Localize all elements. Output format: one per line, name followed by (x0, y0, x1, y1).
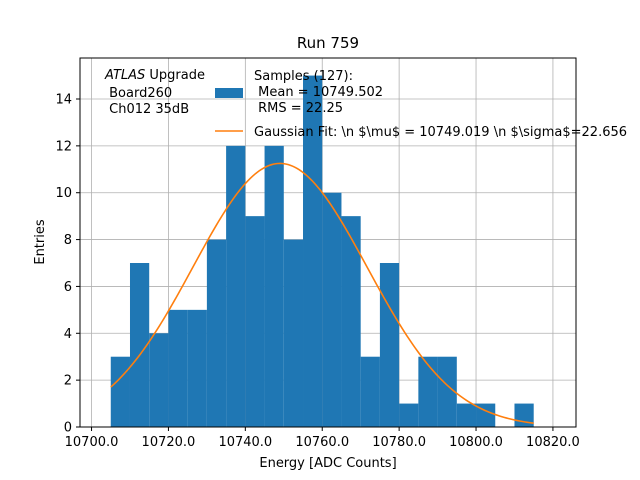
histogram-bar (187, 309, 207, 427)
y-tick-label: 0 (64, 421, 72, 436)
y-axis-label: Entries (33, 219, 48, 265)
board-label: Board260 (105, 86, 172, 101)
histogram-bar (264, 145, 284, 427)
plot-frame (79, 57, 577, 428)
x-tick-label: 10760.0 (295, 435, 349, 450)
legend-rms-label: RMS = 22.25 (254, 101, 343, 116)
histogram-bar (322, 192, 342, 427)
legend-histogram-patch (215, 88, 243, 98)
histogram-bar (360, 356, 380, 427)
y-tick-label: 8 (64, 233, 72, 248)
y-tick-label: 14 (55, 93, 72, 108)
histogram-bar (206, 239, 227, 427)
histogram-bar (341, 216, 361, 427)
atlas-label: ATLAS (104, 68, 145, 83)
histogram-bar (129, 263, 150, 427)
x-tick-label: 10740.0 (218, 435, 272, 450)
fit-curve (110, 162, 534, 425)
histogram-bar (456, 403, 477, 427)
chart-title: Run 759 (297, 34, 359, 52)
legend-samples-label: Samples (127): (254, 69, 353, 84)
y-tick-label: 2 (64, 374, 72, 389)
histogram-bar (168, 309, 188, 427)
histogram-bar (437, 356, 457, 427)
svg-text:ATLAS Upgrade: ATLAS Upgrade (104, 68, 205, 83)
x-axis-label: Energy [ADC Counts] (259, 456, 396, 471)
upgrade-label: Upgrade (145, 68, 205, 83)
histogram-bar (476, 403, 496, 427)
histogram-bar (399, 403, 419, 427)
histogram-bar (283, 239, 304, 427)
x-tick-label: 10780.0 (372, 435, 426, 450)
x-tick-label: 10700.0 (65, 435, 119, 450)
gaussian-fit (110, 162, 534, 425)
y-tick-label: 10 (55, 186, 72, 201)
x-axis-ticks: 10700.0 10720.0 10740.0 10760.0 10780.0 10800… (65, 427, 580, 450)
histogram-bars (110, 75, 534, 428)
histogram-bar (303, 75, 323, 428)
x-tick-label: 10820.0 (526, 435, 580, 450)
x-tick-label: 10800.0 (449, 435, 503, 450)
histogram-bar (245, 216, 265, 427)
x-tick-label: 10720.0 (142, 435, 196, 450)
y-tick-label: 12 (55, 139, 72, 154)
legend-fit-label: Gaussian Fit: \n $\mu$ = 10749.019 \n $\… (254, 125, 627, 140)
atlas-annotation: ATLAS Upgrade Board260 Ch012 35dB (104, 68, 205, 117)
histogram-bar (226, 145, 246, 427)
y-axis-ticks: 0 2 4 6 8 10 12 14 (55, 93, 80, 436)
legend: Samples (127): Mean = 10749.502 RMS = 22… (215, 69, 627, 140)
legend-mean-label: Mean = 10749.502 (254, 85, 383, 100)
y-tick-label: 4 (64, 327, 72, 342)
histogram-bar (379, 263, 400, 427)
channel-label: Ch012 35dB (105, 102, 189, 117)
histogram-bar (418, 356, 438, 427)
histogram-bar (110, 356, 130, 427)
histogram-bar (149, 333, 169, 427)
y-tick-label: 6 (64, 280, 72, 295)
